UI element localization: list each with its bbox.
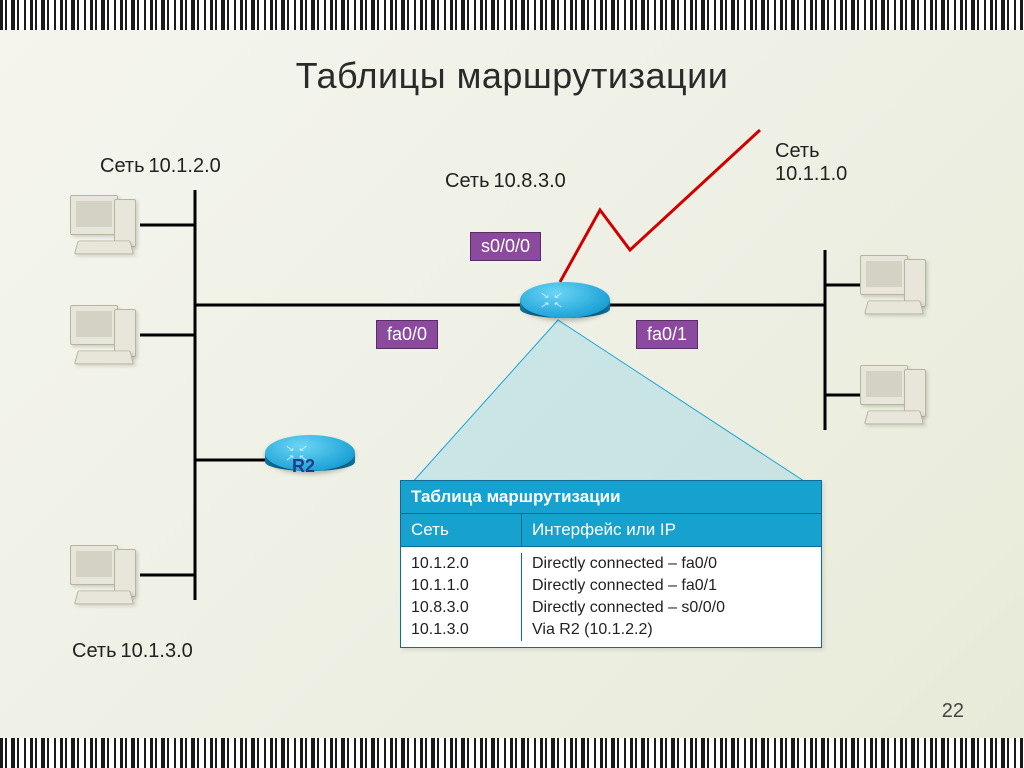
iftag-s000: s0/0/0: [470, 232, 541, 261]
router-r2-label: R2: [292, 456, 315, 477]
iftag-fa00: fa0/0: [376, 320, 438, 349]
label-net3: Сеть10.1.1.0: [775, 140, 847, 186]
slide-title: Таблицы маршрутизации: [0, 55, 1024, 97]
label-net2: Сеть10.8.3.0: [445, 170, 566, 193]
routing-table: Таблица маршрутизации Сеть Интерфейс или…: [400, 480, 822, 648]
label-net1: Сеть10.1.2.0: [100, 155, 221, 178]
slide-number: 22: [942, 700, 964, 723]
barcode-top: [0, 0, 1024, 30]
label-net4: Сеть10.1.3.0: [72, 640, 193, 663]
routing-table-col-net: Сеть: [401, 514, 522, 546]
routing-table-row: 10.1.2.0 Directly connected – fa0/0: [401, 553, 821, 575]
pc-icon: [70, 545, 142, 613]
routing-table-row: 10.1.1.0 Directly connected – fa0/1: [401, 575, 821, 597]
pc-icon: [860, 365, 932, 433]
router-r1-icon: ↘ ↙↗ ↖: [520, 282, 610, 332]
barcode-bottom: [0, 738, 1024, 768]
routing-table-title: Таблица маршрутизации: [401, 481, 821, 514]
routing-table-row: 10.1.3.0 Via R2 (10.1.2.2): [401, 619, 821, 641]
pc-icon: [70, 305, 142, 373]
pc-icon: [70, 195, 142, 263]
routing-table-row: 10.8.3.0 Directly connected – s0/0/0: [401, 597, 821, 619]
slide: Таблицы маршрутизации Сеть10.1.2.0 Сеть1…: [0, 0, 1024, 768]
routing-table-col-via: Интерфейс или IP: [522, 514, 821, 546]
iftag-fa01: fa0/1: [636, 320, 698, 349]
pc-icon: [860, 255, 932, 323]
routing-table-columns: Сеть Интерфейс или IP: [401, 514, 821, 547]
